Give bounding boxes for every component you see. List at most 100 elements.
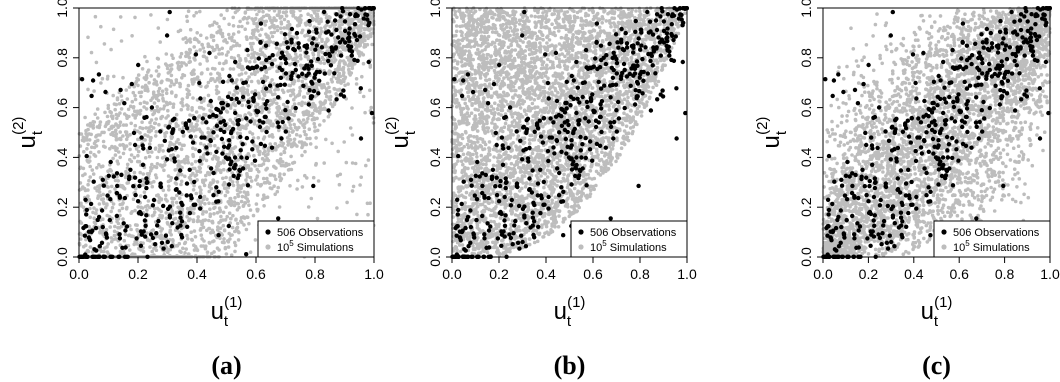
observation-point [270, 53, 275, 58]
observation-point [938, 159, 943, 164]
observation-point [211, 130, 216, 135]
legend-entry-text: 506 Observations [590, 227, 677, 239]
observation-point [233, 110, 238, 116]
observation-point [964, 57, 970, 63]
observation-point [296, 74, 301, 79]
observation-point [524, 118, 529, 123]
observation-point [187, 210, 193, 216]
observation-point [140, 162, 146, 167]
observation-point [322, 71, 327, 76]
observation-point [574, 162, 579, 168]
observation-point [989, 41, 995, 46]
observation-point [1032, 57, 1038, 63]
observation-point [128, 167, 133, 172]
observation-point [632, 102, 638, 107]
observation-point [503, 180, 509, 185]
observation-point [680, 59, 685, 65]
x-tick-label: 0.0 [813, 266, 833, 282]
y-tick-label: 0.0 [54, 247, 70, 267]
observation-point [136, 62, 141, 68]
observation-point [79, 77, 85, 82]
observation-point [538, 134, 544, 139]
observation-point [108, 159, 113, 165]
legend-marker [941, 244, 947, 250]
observation-point [594, 21, 600, 26]
observation-point [830, 229, 835, 235]
observation-point [185, 224, 190, 229]
observation-point [654, 46, 659, 51]
observation-point [1037, 34, 1042, 39]
observation-point [286, 116, 291, 121]
observation-point [895, 176, 900, 181]
observation-point [898, 210, 904, 215]
observation-point [964, 102, 969, 107]
observation-point [207, 114, 212, 119]
observation-point [963, 143, 969, 148]
legend-entry-label: 506 Observations [277, 227, 364, 239]
observation-point [453, 225, 458, 231]
observation-point [867, 178, 872, 184]
legend-marker [578, 244, 584, 250]
observation-point [179, 200, 184, 205]
observation-point [480, 171, 485, 176]
observation-point [673, 34, 678, 39]
observation-point [664, 31, 670, 36]
observation-point [177, 190, 182, 195]
observation-point [669, 57, 674, 63]
observation-point [309, 59, 314, 64]
observation-point [1009, 71, 1015, 76]
observation-point [571, 130, 576, 136]
observation-point [96, 214, 102, 220]
observation-point [634, 94, 639, 99]
observation-point [862, 184, 867, 189]
observation-point [337, 40, 343, 45]
observation-point [583, 47, 589, 53]
observation-point [293, 105, 298, 111]
observation-point [151, 197, 157, 203]
observation-point [264, 57, 269, 63]
observation-point [97, 244, 103, 249]
observation-point [252, 158, 258, 163]
observation-point [90, 78, 96, 83]
observation-point [979, 56, 984, 62]
observation-point [148, 232, 154, 237]
observation-point [838, 240, 843, 245]
observation-point [590, 92, 595, 97]
observation-point [503, 185, 508, 191]
observation-point [974, 124, 979, 129]
observation-point [494, 192, 500, 198]
observation-point [875, 145, 880, 151]
observation-point [244, 135, 250, 141]
observation-point [932, 129, 937, 135]
observation-point [509, 197, 514, 203]
observation-point [879, 242, 884, 247]
observation-point [943, 118, 949, 123]
observation-point [144, 114, 149, 120]
observation-point [499, 232, 505, 237]
observation-point [655, 97, 660, 102]
observation-point [358, 136, 364, 141]
observation-point [839, 183, 845, 188]
observation-point [922, 138, 927, 144]
observation-point [941, 162, 946, 168]
observation-point [147, 145, 153, 151]
observation-point [876, 232, 881, 237]
observation-point [847, 174, 852, 179]
observation-point [143, 234, 148, 239]
observation-point [945, 155, 951, 160]
observation-point [1037, 136, 1043, 141]
observation-point [898, 168, 904, 173]
observation-point [631, 45, 636, 50]
observation-point [960, 124, 965, 130]
observation-point [170, 118, 175, 123]
observation-point [236, 100, 241, 105]
observation-point [913, 80, 918, 86]
observation-point [565, 129, 570, 135]
observation-point [871, 218, 876, 223]
observation-point [223, 122, 228, 128]
x-tick-label: 1.0 [677, 266, 697, 282]
observation-point [841, 89, 846, 95]
observation-point [198, 96, 203, 101]
observation-point [133, 192, 138, 198]
observation-point [1042, 12, 1047, 18]
